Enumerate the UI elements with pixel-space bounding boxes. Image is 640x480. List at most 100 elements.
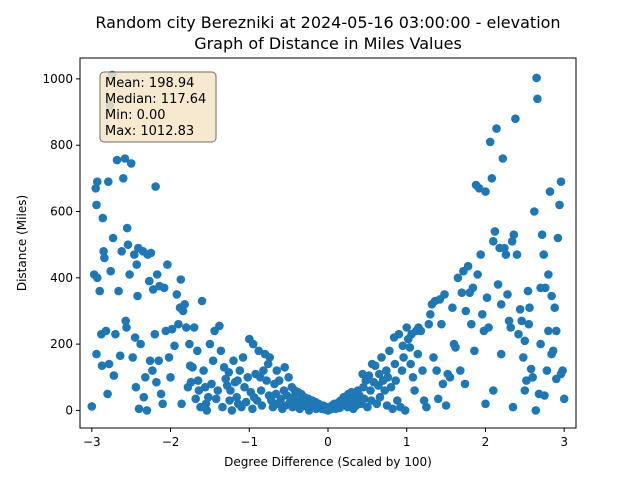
- data-point: [473, 270, 482, 279]
- data-point: [274, 376, 284, 385]
- data-point: [487, 174, 497, 183]
- data-point: [470, 346, 479, 356]
- data-point: [265, 353, 275, 362]
- stats-max: Max: 1012.83: [105, 124, 194, 139]
- data-point: [208, 356, 218, 366]
- data-point: [170, 341, 179, 351]
- data-point: [176, 275, 186, 284]
- data-point: [136, 339, 145, 349]
- data-point: [87, 402, 97, 411]
- data-point: [106, 266, 115, 276]
- data-point: [496, 300, 506, 309]
- data-point: [506, 323, 515, 332]
- data-point: [456, 366, 465, 375]
- x-axis-label: Degree Difference (Scaled by 100): [224, 455, 432, 469]
- y-axis-ticks: 0 200 400 600 800 1000: [42, 72, 80, 417]
- data-point: [394, 329, 404, 339]
- data-point: [92, 200, 101, 210]
- data-point: [108, 233, 118, 243]
- data-point: [186, 377, 196, 387]
- data-point: [193, 376, 203, 385]
- data-point: [547, 291, 556, 301]
- data-point: [547, 349, 556, 359]
- y-tick-label: 800: [50, 138, 73, 152]
- data-point: [126, 159, 136, 168]
- data-point: [405, 343, 415, 352]
- x-tick-label: 1: [403, 435, 411, 449]
- data-point: [478, 310, 487, 319]
- data-point: [276, 394, 286, 404]
- data-point: [99, 247, 108, 256]
- y-tick-label: 200: [50, 337, 73, 351]
- data-point: [490, 227, 500, 236]
- data-point: [544, 270, 553, 279]
- data-point: [391, 376, 401, 385]
- y-tick-label: 400: [50, 271, 73, 285]
- y-axis-label: Distance (Miles): [15, 195, 29, 291]
- data-point: [178, 306, 188, 316]
- data-point: [457, 288, 467, 298]
- data-point: [121, 316, 130, 326]
- data-point: [145, 356, 155, 366]
- data-point: [520, 386, 530, 395]
- data-point: [526, 364, 536, 374]
- data-point: [419, 396, 429, 405]
- data-point: [148, 366, 157, 375]
- data-point: [117, 247, 126, 256]
- data-point: [440, 290, 449, 299]
- data-point: [517, 316, 526, 326]
- data-point: [128, 353, 137, 362]
- data-point: [400, 406, 410, 415]
- x-axis-ticks: −3 −2 −1 0 1 2 3: [83, 428, 568, 449]
- data-point: [504, 316, 514, 326]
- data-point: [503, 290, 512, 299]
- data-point: [224, 368, 234, 377]
- data-point: [225, 396, 234, 405]
- data-point: [120, 154, 130, 163]
- data-point: [390, 359, 400, 369]
- data-point: [211, 394, 221, 404]
- data-point: [112, 155, 122, 165]
- data-point: [189, 323, 199, 332]
- data-point: [280, 363, 290, 372]
- data-point: [553, 233, 563, 243]
- data-point: [540, 391, 549, 400]
- data-point: [528, 373, 537, 382]
- data-point: [131, 382, 141, 392]
- data-point: [399, 353, 408, 362]
- data-point: [476, 250, 486, 259]
- data-point: [536, 339, 545, 349]
- data-point: [453, 273, 463, 283]
- data-point: [461, 306, 471, 316]
- data-point: [437, 319, 446, 329]
- data-point: [363, 402, 372, 412]
- data-point: [489, 237, 498, 246]
- data-point: [533, 94, 542, 104]
- data-point: [156, 389, 166, 399]
- data-point: [204, 392, 213, 402]
- data-point: [164, 353, 174, 362]
- data-point: [103, 389, 112, 399]
- data-point: [481, 187, 490, 196]
- data-point: [263, 359, 273, 369]
- data-point: [511, 114, 520, 123]
- data-point: [197, 296, 207, 306]
- data-point: [267, 396, 276, 405]
- data-point: [185, 339, 194, 349]
- data-point: [221, 374, 230, 384]
- data-point: [201, 399, 211, 409]
- x-tick-label: 3: [560, 435, 568, 449]
- data-point: [141, 373, 150, 382]
- data-point: [199, 366, 208, 375]
- data-point: [524, 319, 534, 329]
- x-tick-label: −1: [240, 435, 258, 449]
- data-point: [150, 329, 160, 339]
- data-point: [515, 305, 525, 314]
- data-point: [243, 373, 252, 382]
- data-point: [122, 323, 131, 332]
- data-point: [359, 382, 368, 392]
- data-point: [536, 283, 545, 293]
- data-point: [227, 406, 237, 415]
- data-point: [226, 386, 235, 395]
- data-point: [408, 373, 418, 382]
